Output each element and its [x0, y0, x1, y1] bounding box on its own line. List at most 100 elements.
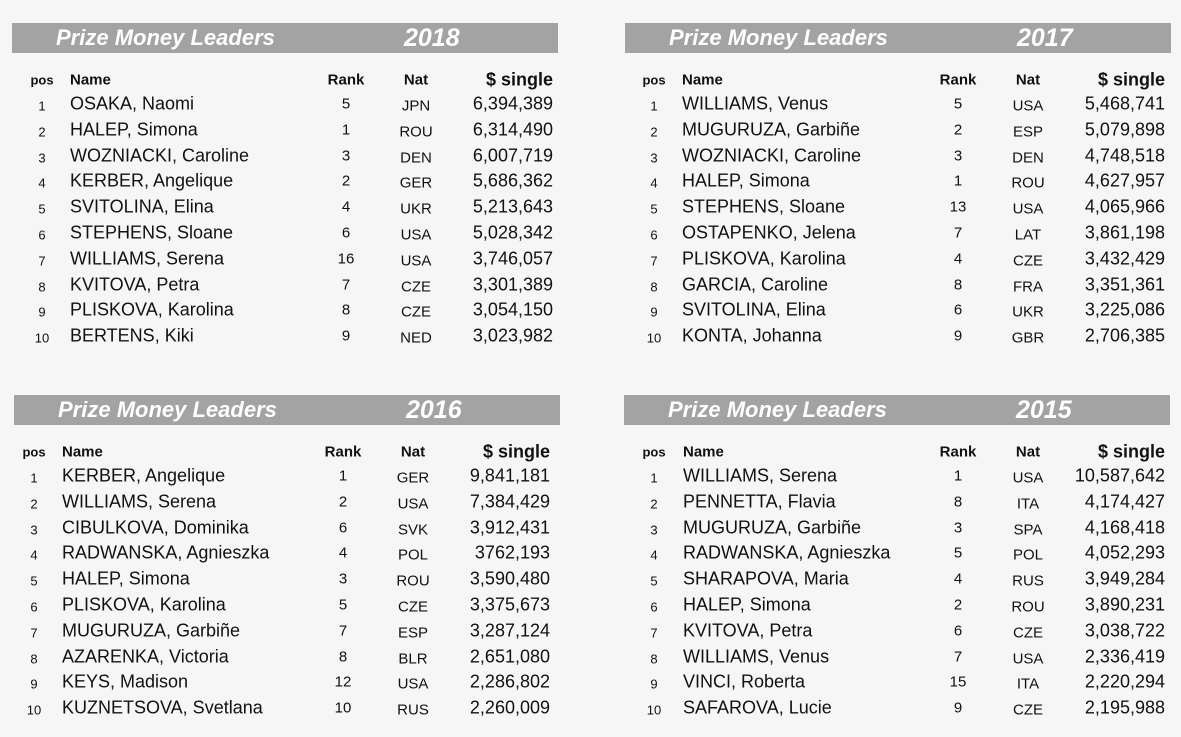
- cell-rank: 3: [953, 147, 963, 165]
- cell-rank: 16: [337, 250, 355, 268]
- cell-rank: 7: [953, 648, 963, 666]
- column-header-name: Name: [70, 71, 111, 89]
- cell-money: 5,028,342: [472, 222, 553, 243]
- cell-pos: 9: [38, 304, 46, 320]
- cell-name: STEPHENS, Sloane: [682, 196, 846, 217]
- cell-nat: ESP: [397, 624, 428, 642]
- cell-money: 3,890,231: [1084, 594, 1165, 615]
- cell-rank: 8: [953, 276, 963, 294]
- cell-nat: USA: [1012, 97, 1044, 115]
- cell-name: KERBER, Angelique: [70, 170, 234, 191]
- cell-nat: ESP: [1012, 123, 1043, 141]
- cell-nat: ROU: [1011, 174, 1045, 192]
- cell-name: KUZNETSOVA, Svetlana: [62, 697, 263, 718]
- cell-money: 3,861,198: [1084, 222, 1165, 243]
- cell-pos: 9: [650, 304, 658, 320]
- cell-nat: SVK: [397, 521, 428, 539]
- cell-pos: 10: [646, 330, 662, 346]
- cell-rank: 3: [341, 147, 351, 165]
- table-title-bar: Prize Money Leaders 2016: [14, 395, 560, 425]
- leaders-table-2015: Prize Money Leaders 2015 pos Name Rank Nat $ s…: [624, 395, 1170, 735]
- cell-pos: 7: [38, 253, 46, 269]
- cell-nat: UKR: [1012, 303, 1044, 321]
- cell-name: AZARENKA, Victoria: [62, 646, 229, 667]
- cell-money: 4,627,957: [1084, 170, 1165, 191]
- cell-rank: 5: [341, 95, 351, 113]
- cell-name: KVITOVA, Petra: [70, 274, 200, 295]
- cell-nat: GER: [399, 174, 433, 192]
- cell-rank: 3: [953, 519, 963, 537]
- cell-nat: NED: [400, 329, 432, 347]
- cell-name: MUGURUZA, Garbiñe: [62, 620, 241, 641]
- cell-money: 9,841,181: [469, 465, 550, 486]
- cell-money: 2,286,802: [469, 671, 550, 692]
- cell-name: VINCI, Roberta: [683, 671, 806, 692]
- cell-money: 3,912,431: [469, 517, 550, 538]
- cell-name: KEYS, Madison: [62, 671, 189, 692]
- cell-nat: CZE: [1013, 252, 1043, 270]
- cell-rank: 6: [953, 301, 963, 319]
- cell-rank: 4: [953, 570, 963, 588]
- column-header-pos: pos: [22, 444, 46, 460]
- cell-pos: 7: [650, 625, 658, 641]
- cell-rank: 2: [953, 596, 963, 614]
- cell-money: 5,468,741: [1084, 93, 1165, 114]
- cell-money: 5,079,898: [1084, 119, 1165, 140]
- cell-name: KONTA, Johanna: [682, 325, 822, 346]
- cell-pos: 5: [38, 201, 46, 217]
- cell-pos: 2: [38, 124, 46, 140]
- cell-pos: 6: [650, 227, 658, 243]
- cell-money: 3,023,982: [472, 325, 553, 346]
- cell-nat: CZE: [398, 598, 428, 616]
- cell-pos: 1: [650, 98, 658, 114]
- cell-rank: 1: [953, 172, 963, 190]
- cell-rank: 5: [338, 596, 348, 614]
- cell-pos: 3: [30, 522, 38, 538]
- cell-nat: USA: [400, 226, 432, 244]
- cell-pos: 6: [38, 227, 46, 243]
- cell-money: 2,651,080: [469, 646, 550, 667]
- leaders-table-2017: Prize Money Leaders 2017 pos Name Rank Nat $ s…: [625, 23, 1171, 363]
- table-title-bar: Prize Money Leaders 2015: [624, 395, 1170, 425]
- cell-pos: 6: [30, 599, 38, 615]
- cell-name: KERBER, Angelique: [62, 465, 226, 486]
- cell-money: 4,065,966: [1084, 196, 1165, 217]
- cell-nat: ITA: [1016, 495, 1040, 513]
- cell-name: MUGURUZA, Garbiñe: [682, 119, 861, 140]
- cell-name: SHARAPOVA, Maria: [683, 568, 849, 589]
- column-header-money: $ single: [482, 441, 550, 462]
- cell-money: 3,038,722: [1084, 620, 1165, 641]
- column-header-pos: pos: [642, 444, 666, 460]
- cell-rank: 2: [341, 172, 351, 190]
- cell-money: 6,314,490: [472, 119, 553, 140]
- cell-money: 4,168,418: [1084, 517, 1165, 538]
- column-header-rank: Rank: [327, 71, 365, 89]
- cell-name: SVITOLINA, Elina: [70, 196, 214, 217]
- cell-name: WOZNIACKI, Caroline: [70, 145, 250, 166]
- cell-pos: 2: [650, 496, 658, 512]
- cell-pos: 8: [38, 279, 46, 295]
- cell-name: WILLIAMS, Serena: [683, 465, 838, 486]
- cell-name: STEPHENS, Sloane: [70, 222, 234, 243]
- cell-money: 2,706,385: [1084, 325, 1165, 346]
- cell-name: BERTENS, Kiki: [70, 325, 194, 346]
- column-header-pos: pos: [642, 72, 666, 88]
- cell-name: RADWANSKA, Agnieszka: [62, 542, 270, 563]
- table-year: 2016: [406, 396, 462, 424]
- table-year: 2017: [1017, 24, 1073, 52]
- leaders-table-2018: Prize Money Leaders 2018 pos Name Rank Nat $ s…: [12, 23, 558, 363]
- cell-money: 2,220,294: [1084, 671, 1165, 692]
- cell-nat: USA: [400, 252, 432, 270]
- cell-nat: ROU: [399, 123, 433, 141]
- column-header-money: $ single: [485, 69, 553, 90]
- cell-pos: 7: [30, 625, 38, 641]
- cell-nat: RUS: [397, 701, 429, 719]
- cell-rank: 4: [341, 198, 351, 216]
- cell-nat: USA: [397, 675, 429, 693]
- cell-name: PLISKOVA, Karolina: [62, 594, 226, 615]
- cell-pos: 2: [650, 124, 658, 140]
- cell-money: 2,260,009: [469, 697, 550, 718]
- cell-name: CIBULKOVA, Dominika: [62, 517, 249, 538]
- table-title: Prize Money Leaders: [56, 25, 275, 50]
- cell-money: 3,746,057: [472, 248, 553, 269]
